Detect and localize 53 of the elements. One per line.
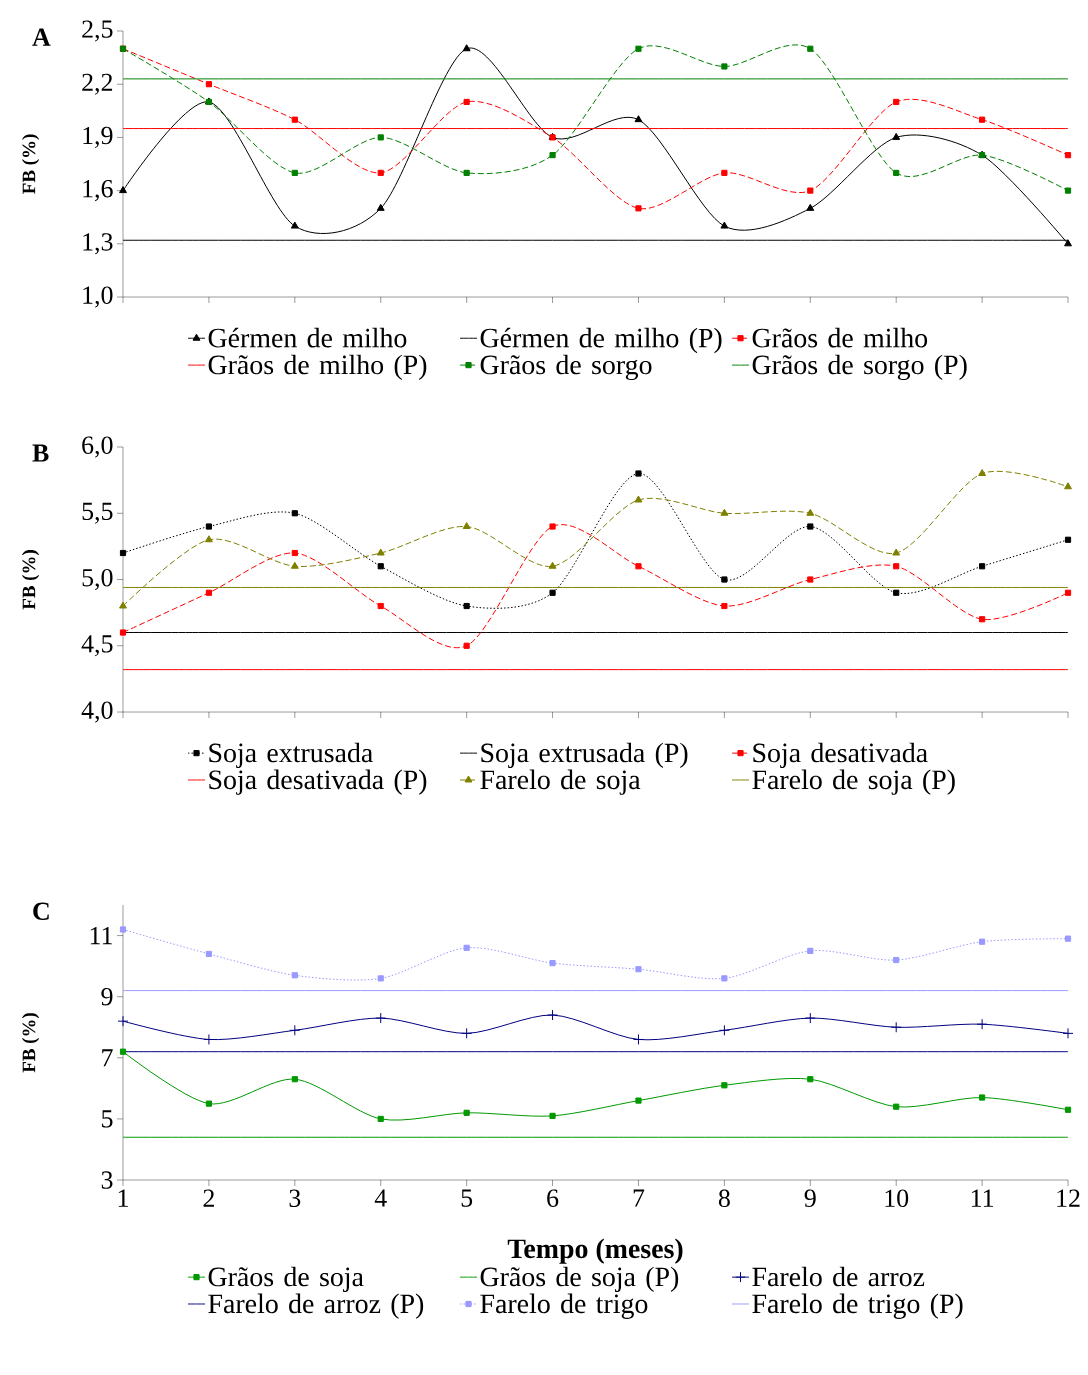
legend-label: Soja desativada bbox=[753, 742, 928, 768]
legend-label: Soja extrusada (P) bbox=[481, 742, 688, 768]
x-tick-label: 3 bbox=[289, 1189, 301, 1207]
x-tick-label: 4 bbox=[374, 1189, 387, 1207]
y-axis-title: FB (%) bbox=[21, 134, 40, 194]
x-tick-label: 2 bbox=[203, 1189, 214, 1207]
legend-label: Farelo de soja (P) bbox=[752, 769, 955, 795]
legend-label: Farelo de trigo (P) bbox=[752, 1293, 963, 1319]
x-tick-label: 8 bbox=[718, 1189, 730, 1208]
legend-label: Gérmen de milho bbox=[208, 327, 407, 348]
legend-label: Grãos de soja bbox=[208, 1266, 364, 1293]
y-tick-label: 1,6 bbox=[83, 180, 113, 202]
x-tick-label: 6 bbox=[547, 1189, 559, 1207]
legend-label: Grãos de sorgo bbox=[480, 354, 652, 381]
legend-label: Farelo de arroz bbox=[752, 1266, 925, 1287]
y-tick-label: 4,5 bbox=[81, 635, 113, 657]
legend-label: Grãos de milho (P) bbox=[208, 354, 427, 380]
y-tick-label: 2,2 bbox=[82, 73, 113, 95]
x-axis-title: Tempo (meses) bbox=[507, 1238, 683, 1264]
chart-title: B bbox=[32, 444, 49, 462]
y-tick-label: 9 bbox=[101, 987, 113, 1006]
y-tick-label: 5 bbox=[102, 1110, 113, 1128]
legend-label: Gérmen de milho (P) bbox=[480, 327, 722, 354]
legend-label: Farelo de arroz (P) bbox=[208, 1293, 424, 1319]
y-tick-label: 5,5 bbox=[82, 502, 113, 524]
legend-label: Farelo de trigo bbox=[480, 1293, 648, 1319]
legend-label: Farelo de soja bbox=[480, 769, 641, 795]
legend-label: Grãos de milho bbox=[752, 327, 928, 348]
y-tick-label: 1,0 bbox=[83, 286, 113, 308]
x-tick-label: 12 bbox=[1057, 1189, 1080, 1207]
y-tick-label: 6,0 bbox=[82, 436, 113, 458]
y-axis-title: FB (%) bbox=[21, 550, 40, 610]
x-tick-label: 5 bbox=[461, 1189, 473, 1207]
legend-label: Grãos de sorgo (P) bbox=[752, 354, 967, 381]
x-tick-label: 7 bbox=[633, 1189, 645, 1207]
y-tick-label: 1,9 bbox=[83, 126, 113, 148]
y-tick-label: 3 bbox=[101, 1171, 113, 1189]
x-tick-label: 9 bbox=[804, 1189, 816, 1207]
x-tick-label: 1 bbox=[118, 1189, 128, 1207]
chart-title: A bbox=[32, 28, 51, 46]
legend-label: Soja desativada (P) bbox=[209, 769, 427, 795]
y-tick-label: 4,0 bbox=[81, 701, 113, 723]
x-tick-label: 11 bbox=[971, 1189, 994, 1207]
y-tick-label: 11 bbox=[90, 927, 112, 945]
y-axis-title: FB (%) bbox=[21, 1013, 40, 1073]
x-tick-label: 10 bbox=[885, 1189, 909, 1208]
y-tick-label: 1,3 bbox=[83, 233, 113, 255]
legend-label: Soja extrusada bbox=[209, 742, 373, 768]
y-tick-label: 7 bbox=[102, 1049, 113, 1067]
legend-label: Grãos de soja (P) bbox=[480, 1266, 679, 1293]
chart-title: C bbox=[33, 902, 49, 920]
y-tick-label: 2,5 bbox=[82, 20, 113, 42]
y-tick-label: 5,0 bbox=[82, 568, 113, 591]
